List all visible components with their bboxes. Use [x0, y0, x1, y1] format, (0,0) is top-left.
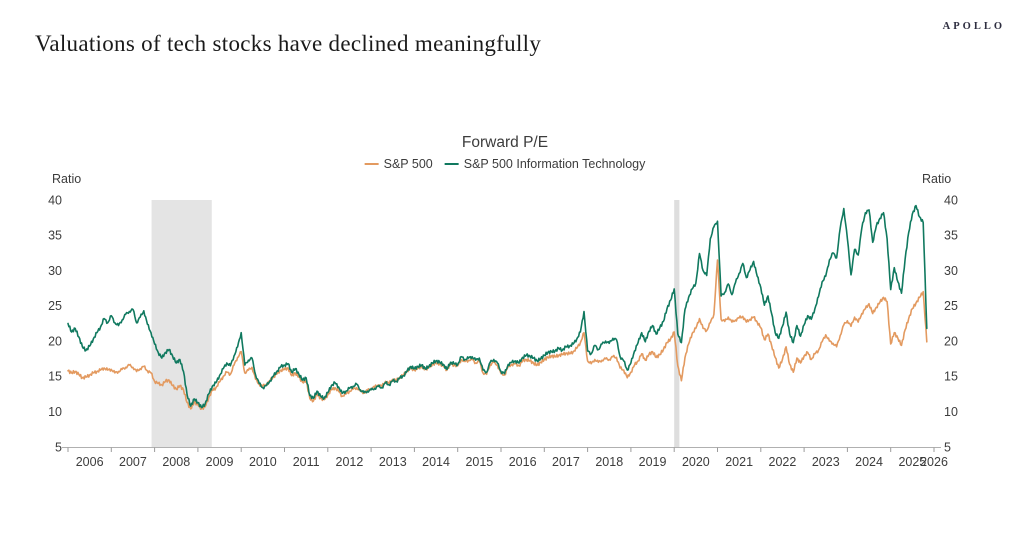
x-tick-label: 2026: [920, 455, 948, 469]
x-tick-label: 2010: [249, 455, 277, 469]
x-tick-label: 2022: [769, 455, 797, 469]
sp500-swatch-icon: [364, 162, 379, 166]
apollo-logo: APOLLO: [942, 21, 1005, 32]
x-tick-label: 2018: [595, 455, 623, 469]
x-tick-label: 2011: [293, 455, 320, 469]
y-axis-label-left: Ratio: [52, 172, 82, 186]
y-tick-label-right: 20: [944, 334, 958, 348]
x-tick-label: 2012: [336, 455, 364, 469]
sp500-line: [67, 259, 928, 411]
x-tick-label: 2021: [725, 455, 753, 469]
x-tick-label: 2023: [812, 455, 840, 469]
tech-swatch-icon: [444, 162, 459, 166]
y-tick-label-left: 20: [48, 334, 62, 348]
x-tick-label: 2007: [119, 455, 147, 469]
recession-band: [151, 200, 212, 447]
y-tick-label-left: 40: [48, 193, 62, 207]
y-tick-label-right: 35: [944, 229, 958, 243]
y-tick-label-right: 40: [944, 193, 958, 207]
x-tick-label: 2020: [682, 455, 710, 469]
y-tick-label-right: 30: [944, 264, 958, 278]
chart-legend: S&P 500 S&P 500 Information Technology: [364, 157, 646, 171]
y-tick-label-left: 35: [48, 229, 62, 243]
y-tick-label-right: 25: [944, 299, 958, 313]
x-tick-label: 2019: [639, 455, 667, 469]
x-tick-label: 2017: [552, 455, 580, 469]
page-title: Valuations of tech stocks have declined …: [35, 31, 542, 56]
x-tick-label: 2015: [465, 455, 493, 469]
y-tick-label-left: 10: [48, 405, 62, 419]
tech-line: [67, 204, 928, 409]
x-tick-label: 2025: [898, 455, 926, 469]
x-tick-label: 2016: [509, 455, 537, 469]
x-tick-label: 2013: [379, 455, 407, 469]
x-tick-label: 2024: [855, 455, 883, 469]
y-tick-label-left: 30: [48, 264, 62, 278]
x-tick-label: 2008: [162, 455, 190, 469]
y-axis-label-right: Ratio: [922, 172, 952, 186]
y-tick-label-right: 10: [944, 405, 958, 419]
chart-title: Forward P/E: [461, 134, 549, 151]
legend-label-sp500: S&P 500: [383, 157, 433, 171]
legend-item-sp500: S&P 500: [364, 157, 433, 171]
legend-label-tech: S&P 500 Information Technology: [463, 157, 646, 171]
x-tick-label: 2006: [76, 455, 104, 469]
x-tick-label: 2014: [422, 455, 450, 469]
y-tick-label-right: 5: [944, 440, 951, 454]
x-tick-label: 2009: [206, 455, 234, 469]
y-tick-label-left: 25: [48, 299, 62, 313]
y-tick-label-right: 15: [944, 370, 958, 384]
y-tick-label-left: 5: [55, 440, 62, 454]
y-tick-label-left: 15: [48, 370, 62, 384]
legend-item-tech: S&P 500 Information Technology: [444, 157, 646, 171]
